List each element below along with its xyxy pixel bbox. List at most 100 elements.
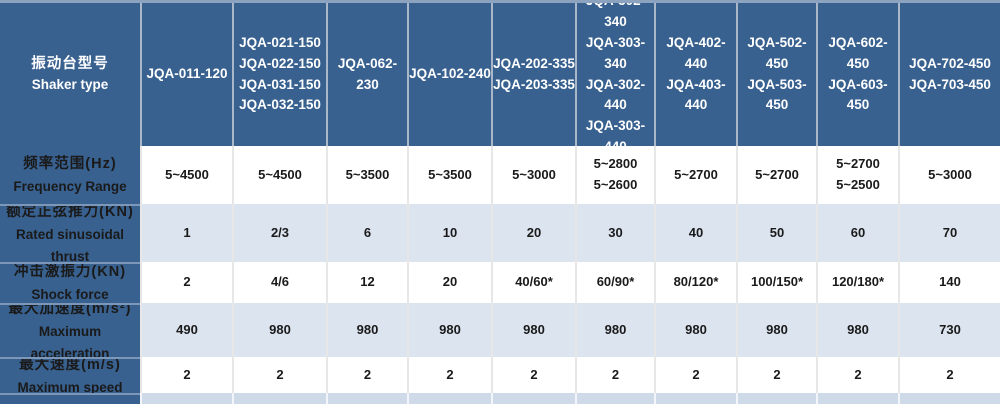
- value-cell: 980: [816, 303, 898, 357]
- row-label-en: Frequency Range: [13, 178, 127, 194]
- partial-row-cell-sliver: [407, 393, 491, 404]
- value-cell: 2/3: [232, 204, 326, 262]
- value-line: 490: [176, 321, 198, 337]
- value-line: 5~2600: [593, 177, 638, 192]
- value-cell: 980: [232, 303, 326, 357]
- value-cell: 40/60*: [491, 262, 575, 303]
- column-header-models-5: JQA-202-335 JQA-203-335: [491, 3, 575, 146]
- model-name: JQA-302-440: [585, 76, 646, 113]
- table-row: 额定正弦推力(KN) Rated sinusoidal thrust 1 2/3 6 10…: [0, 204, 1000, 262]
- value-line: 2: [854, 366, 862, 382]
- value-line: 4/6: [270, 274, 290, 290]
- value-line: 5~3500: [345, 166, 390, 182]
- value-line: 980: [766, 321, 788, 337]
- corner-label-zh: 振动台型号: [31, 55, 109, 72]
- value-line: 80/120*: [673, 274, 719, 290]
- value-line: 50: [769, 224, 785, 240]
- value-line: 5~2700: [674, 166, 718, 182]
- table-row: 冲击激振力(KN) Shock force 2 4/6 12 20 40/60* 60/90*…: [0, 262, 1000, 303]
- value-cell: 980: [407, 303, 491, 357]
- value-cell: 5~3000: [898, 146, 1000, 204]
- column-header-models-1: JQA-011-120: [140, 3, 232, 146]
- table-header-row: 振动台型号 Shaker type JQA-011-120 JQA-021-150…: [0, 3, 1000, 146]
- partial-row-label-sliver: [0, 393, 140, 404]
- row-label-zh: 最大加速度(m/s²): [8, 303, 132, 317]
- column-header-models-8: JQA-502-450 JQA-503-450: [736, 3, 816, 146]
- model-name: JQA-303-340: [585, 34, 646, 71]
- partial-next-row: [0, 393, 1000, 404]
- model-name: JQA-503-450: [747, 76, 807, 113]
- value-line: 980: [523, 321, 545, 337]
- model-name: JQA-402-440: [666, 34, 726, 71]
- partial-row-cell-sliver: [491, 393, 575, 404]
- model-name: JQA-602-450: [828, 34, 888, 71]
- table-row: 频率范围(Hz) Frequency Range 5~4500 5~4500 5~350…: [0, 146, 1000, 204]
- value-cell: 5~3000: [491, 146, 575, 204]
- row-label-zh: 额定正弦推力(KN): [6, 204, 134, 220]
- column-header-models-6: JQA-302-340 JQA-303-340 JQA-302-440 JQA-303…: [575, 3, 654, 146]
- value-line: 980: [439, 321, 461, 337]
- value-cell: 5~2700: [654, 146, 736, 204]
- partial-row-cell-sliver: [736, 393, 816, 404]
- value-line: 60/90*: [596, 274, 635, 290]
- partial-row-cell-sliver: [232, 393, 326, 404]
- value-cell: 2: [736, 357, 816, 393]
- value-cell: 2: [654, 357, 736, 393]
- model-name: JQA-403-440: [666, 76, 726, 113]
- value-cell: 5~4500: [140, 146, 232, 204]
- corner-cell-shaker-type: 振动台型号 Shaker type: [0, 3, 140, 146]
- row-label-zh: 频率范围(Hz): [23, 155, 117, 172]
- value-cell: 5~2700 5~2500: [816, 146, 898, 204]
- value-cell: 2: [491, 357, 575, 393]
- value-line: 2: [946, 366, 954, 382]
- value-cell: 2: [407, 357, 491, 393]
- row-label-zh: 冲击激振力(KN): [13, 264, 127, 281]
- value-cell: 4/6: [232, 262, 326, 303]
- value-line: 1: [183, 224, 191, 240]
- model-name: JQA-022-150: [239, 55, 321, 71]
- value-line: 2: [276, 366, 284, 382]
- value-line: 140: [939, 274, 961, 290]
- value-cell: 12: [326, 262, 407, 303]
- value-cell: 50: [736, 204, 816, 262]
- value-line: 5~4500: [165, 166, 209, 182]
- value-cell: 80/120*: [654, 262, 736, 303]
- value-cell: 100/150*: [736, 262, 816, 303]
- row-label-en: Maximum speed: [17, 379, 123, 393]
- value-line: 980: [847, 321, 869, 337]
- value-cell: 980: [575, 303, 654, 357]
- value-line: 2: [183, 274, 191, 290]
- value-line: 5~2800: [593, 156, 638, 172]
- value-cell: 980: [326, 303, 407, 357]
- model-name: JQA-021-150: [239, 34, 321, 50]
- value-line: 5~3000: [512, 166, 556, 182]
- partial-row-cell-sliver: [140, 393, 232, 404]
- column-header-models-3: JQA-062-230: [326, 3, 407, 146]
- value-cell: 40: [654, 204, 736, 262]
- value-cell: 5~3500: [407, 146, 491, 204]
- partial-row-cell-sliver: [816, 393, 898, 404]
- partial-row-cell-sliver: [575, 393, 654, 404]
- model-name: JQA-032-150: [239, 97, 321, 113]
- value-line: 30: [608, 224, 623, 240]
- value-cell: 5~2700: [736, 146, 816, 204]
- value-line: 980: [356, 321, 379, 337]
- table-row: 最大加速度(m/s²) Maximum acceleration 490 980 980…: [0, 303, 1000, 357]
- model-name: JQA-102-240: [409, 66, 491, 82]
- model-name: JQA-603-450: [828, 76, 888, 113]
- value-line: 10: [442, 224, 458, 240]
- row-label-en: Rated sinusoidal thrust: [15, 227, 125, 262]
- value-line: 980: [604, 321, 627, 337]
- value-line: 2: [446, 366, 454, 382]
- value-cell: 2: [816, 357, 898, 393]
- model-name: JQA-202-335: [493, 55, 575, 71]
- table-body: 频率范围(Hz) Frequency Range 5~4500 5~4500 5~350…: [0, 146, 1000, 393]
- value-cell: 5~4500: [232, 146, 326, 204]
- table-row: 最大速度(m/s) Maximum speed 2 2 2 2 2 2 2 2 2 2: [0, 357, 1000, 393]
- model-name: JQA-302-340: [586, 3, 645, 29]
- value-cell: 10: [407, 204, 491, 262]
- value-cell: 730: [898, 303, 1000, 357]
- value-line: 730: [939, 321, 961, 337]
- value-line: 2: [363, 366, 372, 382]
- value-cell: 2: [140, 357, 232, 393]
